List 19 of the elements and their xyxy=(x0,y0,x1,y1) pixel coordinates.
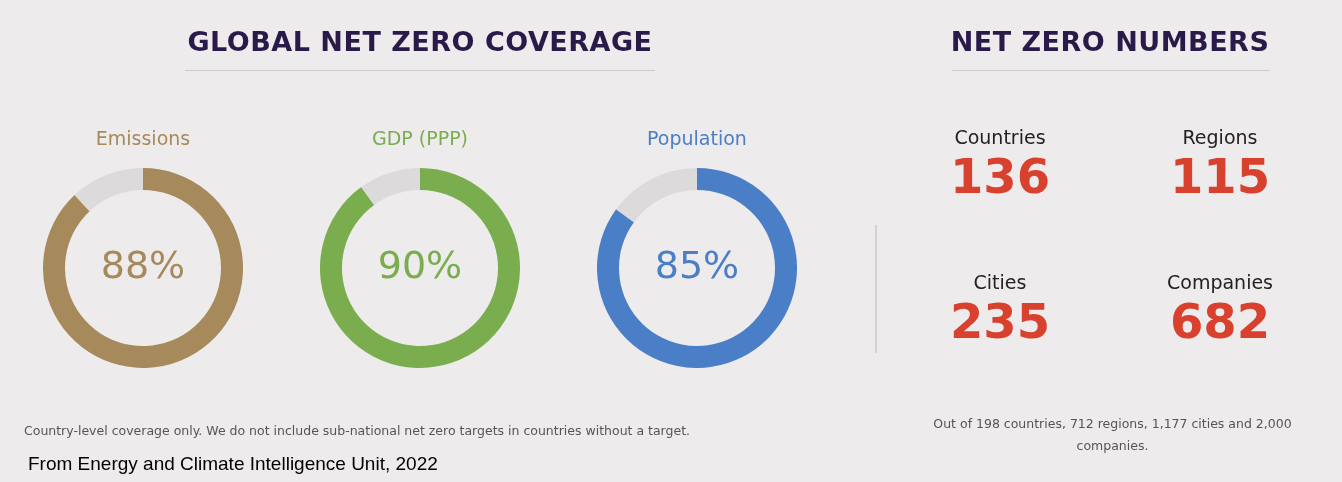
text: From Energy and Climate Intelligence Unit, 2022 xyxy=(28,453,438,475)
category-label: Regions xyxy=(1181,126,1259,148)
category-label: Cities xyxy=(972,271,1028,293)
data-label: 682 xyxy=(1168,293,1272,349)
data-label: 88% xyxy=(100,242,186,287)
category-label: Companies xyxy=(1166,271,1274,293)
data-label: 85% xyxy=(654,242,740,287)
data-label: 235 xyxy=(948,293,1052,349)
data-label: 90% xyxy=(377,242,463,287)
chart-title: Emissions xyxy=(94,126,192,151)
data-label: 136 xyxy=(948,148,1052,204)
text: GLOBAL NET ZERO COVERAGE xyxy=(186,26,654,57)
text: Out of 198 countries, 712 regions, 1,177 cities and 2,000 companies. xyxy=(932,415,1293,455)
chart-title: GDP (PPP) xyxy=(370,126,470,151)
data-label: 115 xyxy=(1168,148,1272,204)
text: NET ZERO NUMBERS xyxy=(949,26,1271,57)
chart-title: Population xyxy=(646,126,748,151)
text: Country-level coverage only. We do not include sub-national net zero targets in countries without a target. xyxy=(24,423,691,438)
category-label: Countries xyxy=(953,126,1047,148)
